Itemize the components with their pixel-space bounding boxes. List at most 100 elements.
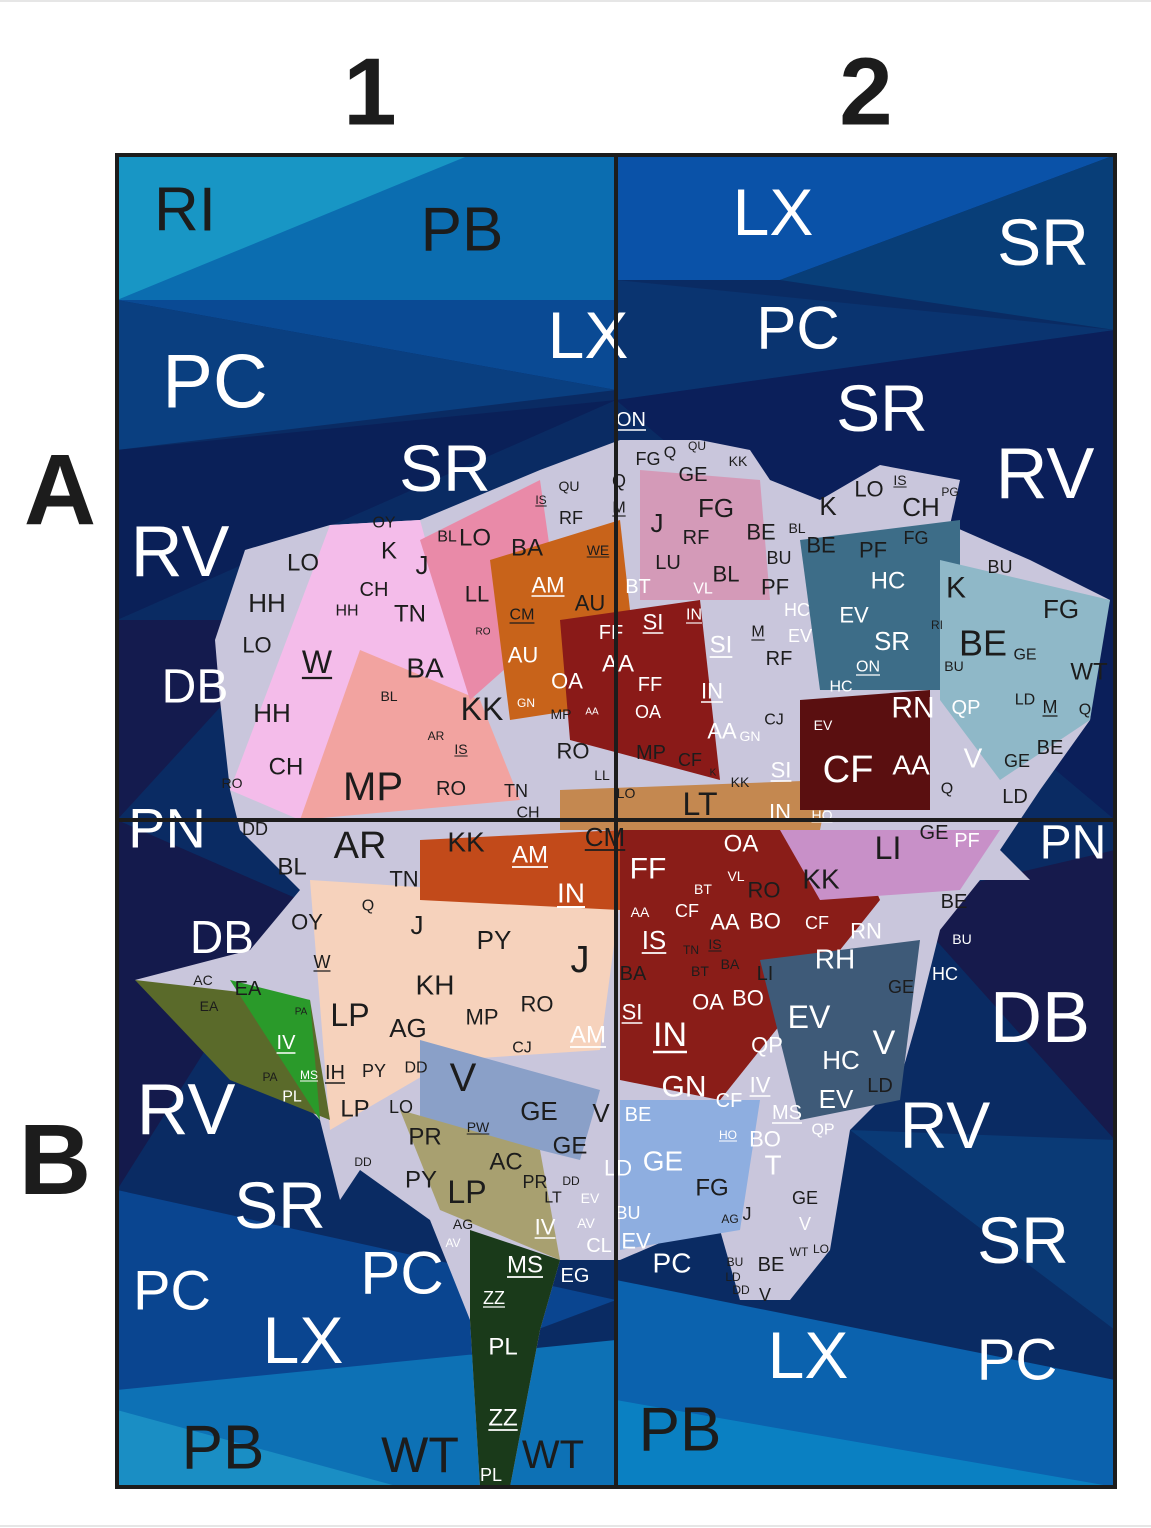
region-code: AM (570, 1022, 606, 1049)
region-code: TN (389, 867, 418, 892)
region-code: RF (766, 648, 793, 670)
region-code: AA (892, 750, 930, 781)
region-code: RH (815, 944, 855, 975)
region-code: BO (749, 1127, 781, 1152)
region-code: BE (625, 1104, 652, 1126)
region-code: QU (688, 439, 706, 453)
region-code: PC (360, 1240, 443, 1307)
region-code: HC (822, 1045, 860, 1075)
region-code: PF (761, 575, 789, 600)
region-code: MP (636, 742, 666, 764)
region-code: LO (813, 1242, 829, 1256)
region-code: GE (792, 1188, 818, 1208)
region-code: GE (1013, 647, 1036, 664)
region-code: BE (959, 623, 1007, 664)
region-code: RO (557, 739, 590, 764)
region-code: EV (788, 999, 831, 1035)
region-code: RO (748, 878, 781, 903)
rose-patch (640, 470, 770, 600)
frame (115, 153, 1117, 1489)
region-code: MS (507, 1252, 543, 1279)
region-code: BA (406, 653, 444, 684)
region-code: CF (716, 1090, 743, 1112)
region-code: BE (758, 1254, 785, 1276)
region-code: AA (707, 719, 737, 744)
region-code: GE (553, 1133, 588, 1160)
region-code: LI (875, 830, 902, 866)
region-code: V (759, 1285, 771, 1305)
region-code: GE (679, 464, 708, 486)
region-code: PC (162, 340, 268, 425)
region-code: PG (941, 485, 958, 499)
region-code: GE (643, 1146, 683, 1177)
region-code: V (450, 1056, 477, 1100)
region-code: PF (954, 830, 980, 852)
region-code: LP (447, 1174, 486, 1210)
region-code: VL (693, 581, 713, 598)
region-code: LO (854, 477, 883, 502)
region-code: FF (599, 622, 623, 644)
region-code: PC (756, 295, 839, 362)
region-code: PL (480, 1465, 502, 1485)
bg-patch (616, 1400, 1115, 1487)
rose-patch (400, 1110, 560, 1260)
region-code: OA (635, 702, 661, 722)
region-code: SI (643, 610, 664, 635)
region-code: BL (380, 688, 397, 704)
region-code: EV (819, 1084, 854, 1114)
region-code: RV (900, 1088, 991, 1162)
region-code: QP (751, 1033, 783, 1058)
region-code: BL (788, 520, 805, 536)
region-code: AM (532, 573, 565, 598)
region-code: IS (454, 741, 467, 757)
region-code: PB (639, 1396, 722, 1465)
region-code: GE (1004, 751, 1030, 771)
region-code: RN (850, 919, 882, 944)
region-code: BU (615, 1203, 640, 1223)
region-code: BU (727, 1255, 744, 1269)
region-code: GE (888, 977, 914, 997)
region-code: BA (511, 535, 543, 562)
region-code: CH (516, 805, 539, 822)
region-code: PY (477, 925, 512, 955)
region-code: AA (631, 904, 650, 920)
region-code: HC (932, 964, 958, 984)
rose-patch (470, 1230, 560, 1487)
region-code: BA (721, 956, 740, 972)
region-code: J (651, 508, 664, 538)
region-code: SR (234, 1168, 326, 1242)
region-code: K (946, 572, 966, 605)
region-code: PR (408, 1124, 441, 1151)
region-code: MP (466, 1005, 499, 1030)
region-code: AC (193, 972, 212, 988)
region-code: AA (710, 910, 740, 935)
row-header: A (24, 434, 96, 546)
region-code: PF (859, 538, 887, 563)
region-code: QP (952, 697, 981, 719)
region-code: IS (535, 493, 546, 507)
bg-patch (616, 280, 1115, 400)
region-code: LL (594, 767, 610, 783)
region-code: AV (445, 1236, 460, 1250)
region-code: AG (453, 1216, 473, 1232)
region-code: GN (740, 728, 761, 744)
bg-patch (117, 300, 616, 450)
rose-patch (300, 650, 520, 820)
region-code: PC (977, 1328, 1058, 1393)
region-code: LO (617, 785, 636, 801)
bg-patch (117, 155, 470, 300)
region-code: PA (295, 1007, 308, 1018)
region-code: LT (683, 786, 718, 822)
region-code: KK (729, 453, 748, 469)
region-code: FF (638, 674, 662, 696)
region-code: J (411, 910, 424, 940)
region-code: BT (691, 963, 709, 979)
region-code: J (571, 939, 590, 981)
region-code: KH (416, 970, 455, 1001)
region-code: CM (585, 822, 625, 852)
region-code: EA (235, 978, 262, 1000)
region-code: EV (621, 1229, 651, 1254)
region-code: Q (664, 445, 676, 462)
region-code: MP (551, 706, 572, 722)
region-code: CF (675, 901, 699, 921)
